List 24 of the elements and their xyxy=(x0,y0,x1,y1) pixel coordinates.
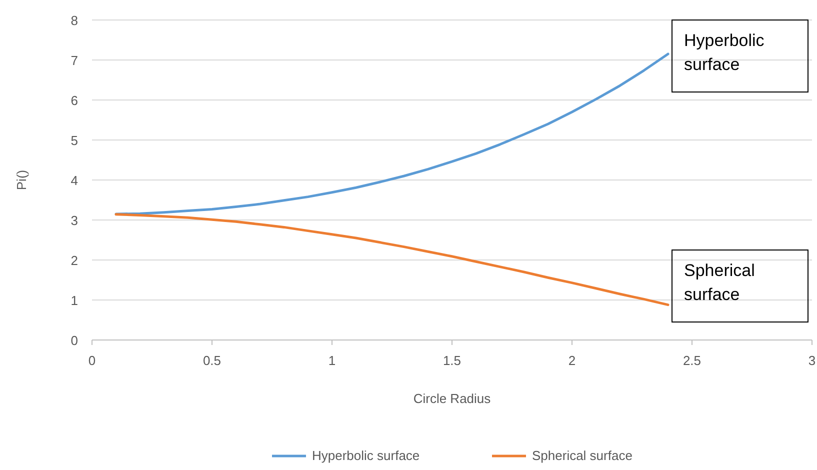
y-tick-label: 5 xyxy=(70,133,78,148)
legend-label: Spherical surface xyxy=(532,448,632,463)
x-tick-label: 1 xyxy=(328,353,336,368)
line-series xyxy=(114,213,670,306)
y-tick-label: 1 xyxy=(70,293,78,308)
y-tick-label: 7 xyxy=(70,53,78,68)
x-axis-title: Circle Radius xyxy=(413,391,492,406)
x-tick-label: 2 xyxy=(568,353,576,368)
y-tick-label: 4 xyxy=(70,173,78,188)
x-tick-label: 1.5 xyxy=(442,353,462,368)
annotation: Hyperbolic surface xyxy=(684,31,765,74)
x-tick-label: 0 xyxy=(88,353,96,368)
line-series xyxy=(114,52,670,216)
x-tick-label: 3 xyxy=(808,353,816,368)
y-tick-label: 2 xyxy=(70,253,78,268)
y-tick-label: 0 xyxy=(70,333,78,348)
annotation: Spherical surface xyxy=(684,261,755,304)
legend-label: Hyperbolic surface xyxy=(312,448,420,463)
y-tick-label: 8 xyxy=(70,13,78,28)
y-axis-title: Pi() xyxy=(14,170,29,190)
y-tick-label: 6 xyxy=(70,93,78,108)
x-tick-label: 0.5 xyxy=(202,353,222,368)
x-tick-label: 2.5 xyxy=(682,353,702,368)
y-tick-label: 3 xyxy=(70,213,78,228)
